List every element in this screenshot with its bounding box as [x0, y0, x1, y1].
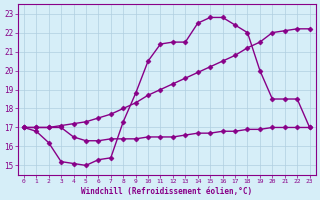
X-axis label: Windchill (Refroidissement éolien,°C): Windchill (Refroidissement éolien,°C)	[81, 187, 252, 196]
